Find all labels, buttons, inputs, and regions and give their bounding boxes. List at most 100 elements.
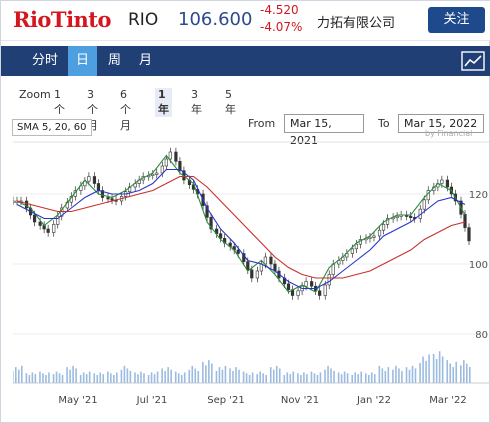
volume-bar [197, 371, 200, 383]
chart-type-icon[interactable] [461, 51, 485, 71]
volume-bar [251, 372, 254, 383]
volume-bar [316, 375, 319, 383]
y-tick-label: 100 [469, 260, 488, 271]
company-logo: RioTinto [13, 7, 112, 32]
volume-bar [153, 374, 156, 383]
x-tick-label: Nov '21 [281, 395, 319, 406]
sma-20-line [16, 168, 466, 290]
candle-body [209, 217, 213, 230]
candle-body [350, 248, 354, 254]
volume-bar [401, 371, 403, 383]
tab-intraday[interactable]: 分时 [31, 53, 58, 68]
follow-button[interactable]: 关注 [428, 7, 485, 33]
volume-bar [113, 375, 115, 383]
x-tick-label: Jul '21 [136, 395, 168, 406]
volume-bar [300, 375, 302, 383]
volume-bar [143, 373, 145, 383]
candle-body [246, 261, 250, 271]
volume-bar [116, 372, 118, 383]
volume-bar [455, 361, 458, 383]
volume-bar [438, 351, 441, 383]
candle-body [106, 197, 110, 200]
indicator-selector[interactable]: SMA 5, 20, 60 [12, 119, 92, 136]
volume-bar [283, 375, 286, 383]
volume-bar [422, 356, 424, 383]
volume-bar [324, 369, 326, 383]
volume-bar [96, 375, 99, 383]
volume-bar [354, 372, 356, 383]
ticker-symbol: RIO [128, 10, 159, 30]
volume-bar [259, 371, 261, 383]
volume-bar [392, 369, 394, 383]
volume-bar [286, 372, 289, 383]
zoom-1y[interactable]: 1年 [155, 88, 172, 117]
tab-weekly[interactable]: 周 [107, 53, 121, 68]
volume-bar [218, 367, 221, 383]
volume-bar [55, 371, 58, 383]
candle-body [368, 236, 372, 239]
volume-bar [330, 368, 332, 383]
candle-body [381, 224, 386, 231]
volume-bar [167, 367, 169, 383]
price-change-percent: -4.07% [260, 20, 303, 34]
volume-bar [446, 360, 449, 383]
candle-body [56, 215, 60, 225]
candle-body [409, 215, 413, 218]
volume-bar [364, 373, 367, 383]
candle-body [395, 215, 399, 218]
candle-body [304, 281, 308, 287]
volume-bar [85, 374, 88, 383]
volume-bar [188, 369, 191, 383]
candle-body [385, 218, 390, 225]
zoom-6m[interactable]: 6个月 [120, 88, 131, 132]
volume-bar [469, 367, 471, 383]
volume-bar [337, 372, 340, 383]
candle-body [286, 283, 291, 290]
volume-bar [256, 374, 258, 383]
volume-bar [18, 369, 20, 383]
volume-bar [463, 360, 465, 383]
zoom-5y[interactable]: 5年 [225, 88, 236, 116]
volume-bar [297, 373, 299, 383]
volume-bar [435, 359, 438, 383]
volume-bar [235, 367, 237, 383]
tab-daily[interactable]: 日 [68, 46, 97, 76]
volume-bar [381, 368, 384, 383]
volume-bar [242, 371, 245, 383]
chart-credit: by Financial [425, 129, 473, 138]
zoom-3m[interactable]: 3个月 [87, 88, 98, 132]
volume-bar [398, 368, 400, 383]
zoom-3y[interactable]: 3年 [191, 88, 202, 116]
zoom-label: Zoom [19, 88, 51, 101]
from-date-input[interactable]: Mar 15, 2021 [284, 114, 364, 147]
volume-bar [147, 375, 150, 383]
candle-body [327, 274, 331, 286]
volume-bar [161, 368, 163, 383]
candle-body [92, 176, 97, 184]
volume-bar [28, 375, 31, 383]
candle-body [354, 243, 358, 250]
volume-bar [238, 369, 240, 383]
volume-bar [306, 374, 308, 383]
to-date-input[interactable]: Mar 15, 2022 [398, 114, 484, 133]
candle-body [377, 229, 382, 237]
candle-body [151, 173, 155, 176]
company-name: 力拓有限公司 [317, 16, 396, 31]
candle-body [422, 199, 426, 210]
volume-bar [52, 374, 55, 383]
volume-bar [180, 375, 183, 383]
candle-body [24, 200, 29, 209]
candle-body [46, 228, 50, 233]
candle-body [318, 290, 322, 296]
last-price: 106.600 [178, 9, 253, 30]
volume-bar [123, 365, 126, 383]
volume-bar [333, 371, 335, 383]
volume-bar [79, 375, 82, 383]
tab-monthly[interactable]: 月 [138, 53, 152, 68]
price-change: -4.520 [260, 3, 299, 17]
volume-bar [129, 371, 132, 383]
volume-bar [384, 371, 387, 383]
volume-bar [367, 375, 370, 383]
